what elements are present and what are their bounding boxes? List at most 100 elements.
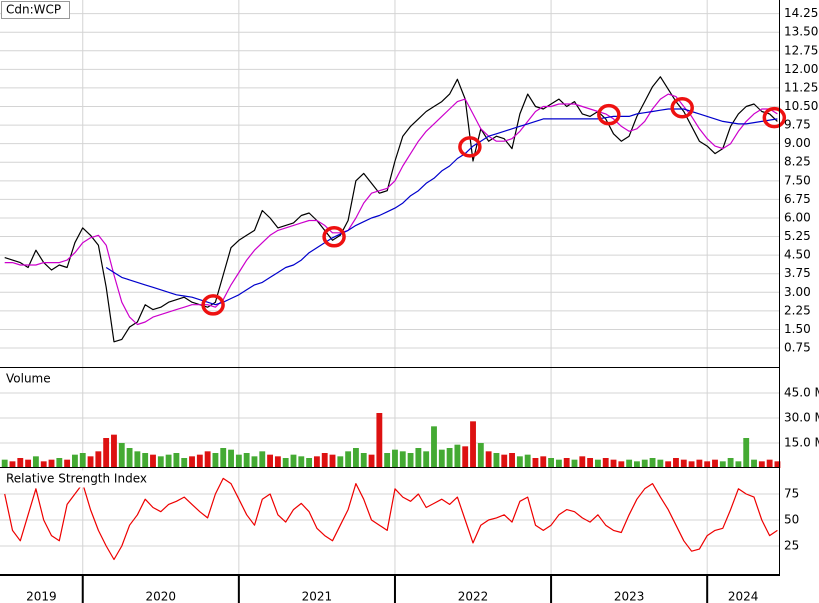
volume-bar: [368, 454, 375, 468]
volume-bar: [665, 461, 672, 468]
volume-bar: [243, 453, 250, 468]
volume-bar: [353, 448, 359, 468]
volume-bar: [571, 459, 578, 468]
y-tick-label: 13.50: [784, 25, 818, 39]
volume-bar: [189, 456, 195, 468]
volume-bar: [212, 453, 219, 468]
volume-bar: [407, 453, 414, 468]
volume-bar: [634, 461, 640, 468]
y-tick-label: 14.25: [784, 6, 818, 20]
volume-bar: [306, 458, 313, 468]
volume-bar: [626, 459, 633, 468]
volume-bar: [470, 421, 476, 468]
volume-bar: [321, 453, 328, 468]
volume-bar: [618, 461, 625, 468]
volume-bar: [267, 454, 274, 468]
chart-title: Cdn:WCP: [6, 3, 61, 17]
volume-bar: [509, 453, 515, 468]
series-line: [4, 477, 778, 561]
volume-bar: [610, 459, 617, 468]
volume-bar: [438, 449, 445, 468]
volume-bar: [173, 453, 180, 468]
volume-bar: [587, 458, 594, 468]
volume-bar: [399, 451, 406, 468]
volume-bar: [774, 461, 781, 468]
highlight-circle: [762, 106, 787, 129]
volume-bar: [9, 461, 16, 468]
y-tick-label: 5.25: [784, 229, 811, 243]
volume-bar: [524, 454, 531, 468]
volume-bar: [423, 451, 430, 468]
volume-bar: [446, 448, 453, 468]
series-line: [4, 93, 778, 326]
x-tick-label: 2021: [302, 590, 333, 603]
panel-title: Volume: [6, 372, 51, 386]
volume-bar: [259, 451, 266, 468]
y-tick-label: 15.0 M: [784, 436, 819, 450]
volume-bar: [337, 456, 344, 468]
volume-bar: [657, 459, 664, 468]
volume-bar: [485, 451, 492, 468]
volume-bar: [290, 454, 297, 468]
volume-bar: [680, 459, 687, 468]
volume-bar: [704, 461, 711, 468]
volume-bar: [329, 454, 336, 468]
highlight-circle: [670, 97, 694, 119]
y-tick-label: 1.50: [784, 322, 811, 336]
volume-bar: [298, 456, 305, 468]
y-tick-label: 7.50: [784, 173, 811, 187]
marks-layer: [1, 76, 787, 561]
volume-bar: [743, 438, 750, 468]
volume-bar: [540, 456, 547, 468]
volume-bar: [142, 453, 149, 468]
y-tick-label: 75: [784, 487, 799, 501]
y-tick-label: 45.0 M: [784, 386, 819, 400]
volume-bar: [462, 446, 469, 468]
volume-bar: [196, 454, 203, 468]
volume-bar: [454, 444, 461, 468]
volume-bar: [126, 448, 133, 468]
volume-bar: [87, 456, 94, 468]
y-tick-label: 2.25: [784, 303, 811, 317]
volume-bar: [274, 456, 281, 468]
highlight-circle: [201, 294, 225, 316]
volume-bar: [32, 456, 39, 468]
y-tick-label: 10.50: [784, 99, 818, 113]
volume-bar: [712, 459, 718, 468]
volume-bar: [157, 456, 164, 468]
volume-bar: [40, 461, 47, 468]
volume-bar: [766, 459, 773, 468]
x-tick-label: 2022: [458, 590, 489, 603]
volume-bar: [376, 413, 383, 468]
volume-bar: [501, 454, 508, 468]
volume-bar: [150, 454, 156, 468]
y-tick-label: 8.25: [784, 155, 811, 169]
volume-bar: [758, 461, 765, 468]
volume-bar: [384, 453, 391, 468]
volume-bar: [673, 458, 679, 468]
x-tick-label: 2023: [614, 590, 645, 603]
volume-bar: [79, 453, 86, 468]
y-tick-label: 12.00: [784, 62, 818, 76]
volume-bar: [360, 453, 367, 468]
volume-bar: [493, 453, 500, 468]
volume-bar: [594, 459, 601, 468]
highlight-circle: [458, 136, 482, 158]
volume-bar: [251, 456, 258, 468]
panel-title: Relative Strength Index: [6, 472, 147, 486]
grid-layer: [0, 0, 779, 575]
volume-bar: [64, 459, 71, 468]
y-tick-label: 50: [784, 513, 799, 527]
volume-bar: [165, 454, 172, 468]
volume-bar: [313, 456, 320, 468]
volume-bar: [1, 459, 8, 468]
x-tick-label: 2020: [146, 590, 177, 603]
volume-bar: [181, 458, 188, 468]
y-tick-label: 11.25: [784, 80, 818, 94]
volume-bar: [204, 451, 211, 468]
y-tick-label: 30.0 M: [784, 411, 819, 425]
title-box: [1, 1, 70, 19]
